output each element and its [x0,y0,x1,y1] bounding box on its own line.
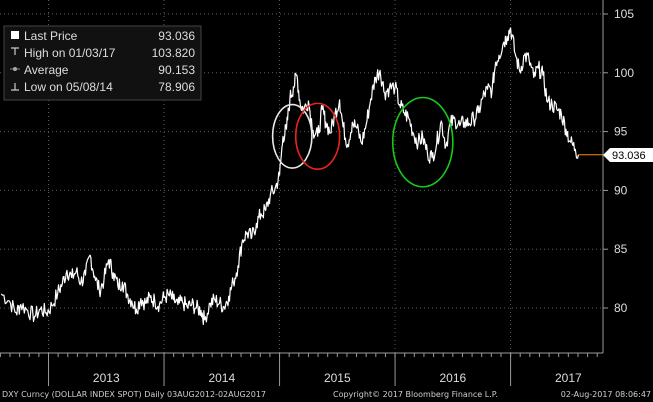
footer-copyright: Copyright© 2017 Bloomberg Finance L.P. [333,390,498,399]
annotation-circle [294,102,341,171]
y-tick-label: 85 [614,242,628,256]
x-tick-label: 2016 [439,371,466,385]
price-series-line [0,27,580,326]
last-price-tag-shape [603,148,653,162]
annotation-circle [391,96,454,188]
x-tick-label: 2014 [208,371,235,385]
legend-item-low: Low on 05/08/14 78.906 [11,80,195,94]
legend-label: Low on 05/08/14 [24,80,113,94]
y-tick-label: 80 [614,301,628,315]
high-marker-icon [11,47,19,55]
y-tick-label: 90 [614,183,628,197]
legend-value: 103.820 [152,46,196,60]
grid-lines [0,0,603,353]
x-tick-label: 2017 [555,371,582,385]
legend-item-last-price: Last Price 93.036 [11,29,195,43]
last-price-tag-text: 93.036 [612,150,646,162]
x-tick-label: 2013 [93,371,120,385]
dot-icon [13,67,17,71]
legend-value: 93.036 [158,29,195,43]
legend-item-high: High on 01/03/17 103.820 [11,46,195,60]
legend-item-average: Average 90.153 [10,63,195,77]
annotation-circle [271,103,313,169]
legend-value: 90.153 [158,63,195,77]
x-tick-label: 2015 [324,371,351,385]
y-tick-label: 95 [614,125,628,139]
y-axis-ticks: 80 85 90 95 100 105 [603,7,634,315]
y-tick-label: 100 [614,66,634,80]
plot-area [0,27,603,326]
legend-label: Average [24,63,69,77]
legend-box [3,25,202,101]
filled-square-icon [11,31,19,39]
x-axis-labels: 2013 2014 2015 2016 2017 [0,353,598,386]
y-tick-label: 105 [614,7,634,21]
legend-label: Last Price [24,29,78,43]
last-price-tag: 93.036 [603,148,653,162]
legend: Last Price 93.036 High on 01/03/17 103.8… [3,25,202,101]
footer-timestamp: 02-Aug-2017 08:06:47 [560,390,651,399]
legend-label: High on 01/03/17 [24,46,116,60]
annotation-circles [271,96,454,188]
legend-value: 78.906 [158,80,195,94]
footer-ticker-info: DXY Curncy (DOLLAR INDEX SPOT) Daily 03A… [2,390,267,399]
low-marker-icon [11,83,19,91]
footer-bar: DXY Curncy (DOLLAR INDEX SPOT) Daily 03A… [0,388,653,402]
